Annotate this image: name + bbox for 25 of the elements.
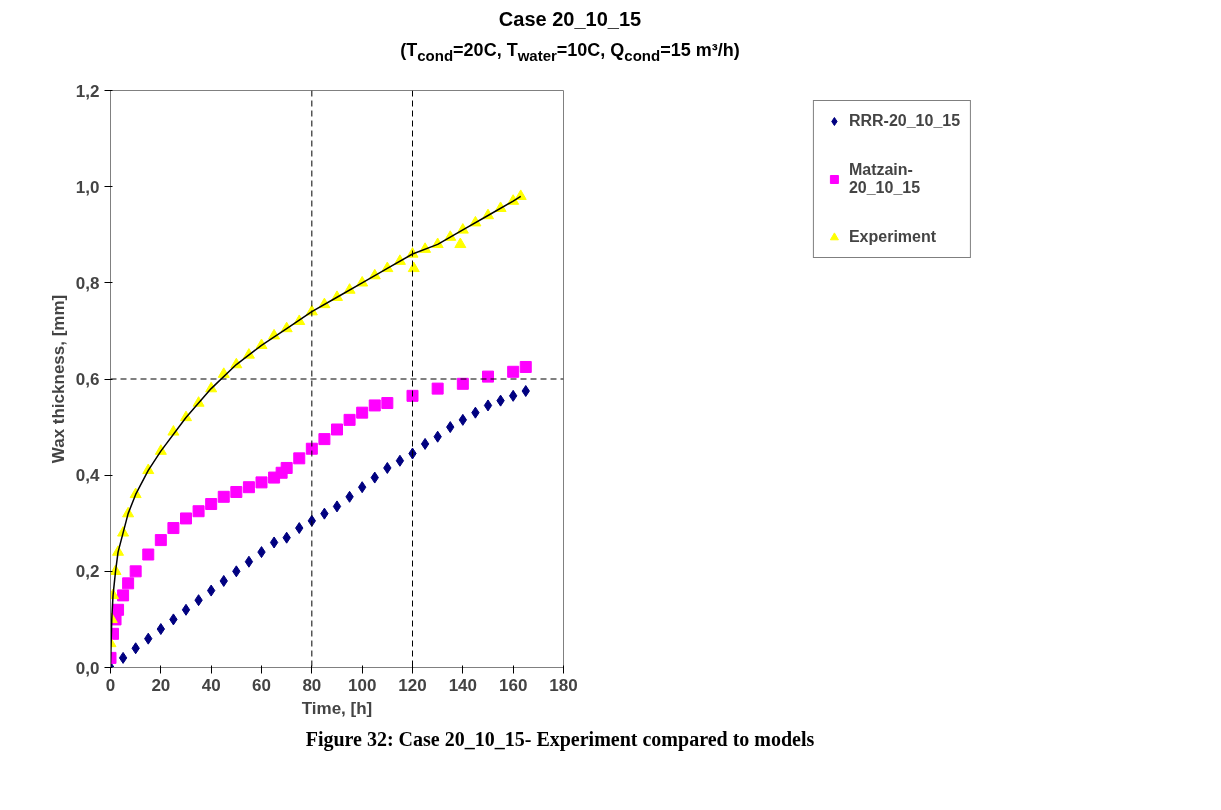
legend-label: RRR-20_10_15 xyxy=(848,112,961,130)
y-axis-title: Wax thickness, [mm] xyxy=(48,294,68,464)
legend-label: Matzain- 20_10_15 xyxy=(848,161,921,197)
x-tick-label: 60 xyxy=(252,675,271,695)
x-tick-label: 180 xyxy=(549,675,578,695)
chart-title: Case 20_10_15 xyxy=(497,7,643,32)
x-tick-label: 0 xyxy=(105,675,116,695)
x-tick-label: 80 xyxy=(302,675,322,695)
legend-label: Experiment xyxy=(848,228,937,246)
y-tick-label: 0,2 xyxy=(75,562,100,582)
x-tick-label: 120 xyxy=(398,675,427,695)
caption: Figure 32: Case 20_10_15- Experiment compared to models xyxy=(304,727,816,753)
y-tick-label: 0,4 xyxy=(75,466,101,486)
x-tick-label: 20 xyxy=(151,675,171,695)
y-tick-label: 0,8 xyxy=(75,273,100,293)
y-tick-label: 0,0 xyxy=(75,658,100,678)
x-axis-title: Time, [h] xyxy=(301,698,373,718)
y-tick-label: 0,6 xyxy=(75,370,100,389)
x-tick-label: 100 xyxy=(347,675,377,695)
x-tick-label: 140 xyxy=(448,675,478,695)
y-tick-label: 1,0 xyxy=(75,177,100,197)
x-tick-label: 40 xyxy=(201,675,221,695)
chart-subtitle: (T$_{cond}$=20C, T$_{water}$=10C, Q$_{cond}$=15 m³/h) xyxy=(399,38,741,66)
x-tick-label: 160 xyxy=(498,675,528,695)
y-tick-label: 1,2 xyxy=(75,81,100,101)
